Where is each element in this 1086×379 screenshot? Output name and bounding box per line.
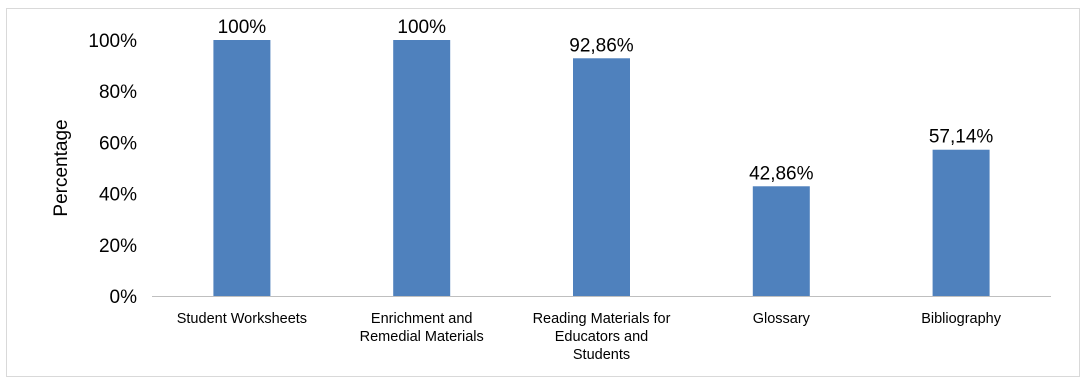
category-labels: Student Worksheets Enrichment and Remedial… <box>177 311 1002 363</box>
category-label: Students <box>573 347 630 363</box>
bar <box>752 186 810 296</box>
data-labels: 100% 100% 92,86% 42,86% 57,14% <box>218 17 994 184</box>
category-label: Bibliography <box>921 311 1002 327</box>
y-tick-label: 60% <box>99 133 137 154</box>
data-label: 100% <box>218 17 267 38</box>
category-label: Remedial Materials <box>360 329 484 345</box>
bar <box>213 40 271 296</box>
data-label: 57,14% <box>929 127 994 148</box>
data-label: 100% <box>397 17 446 38</box>
category-label: Educators and <box>555 329 649 345</box>
category-label: Enrichment and <box>371 311 473 327</box>
y-axis-ticks: 0% 20% 40% 60% 80% 100% <box>88 31 137 308</box>
category-label: Student Worksheets <box>177 311 307 327</box>
y-tick-label: 80% <box>99 82 137 103</box>
y-axis-title-group: Percentage <box>51 119 72 216</box>
bars <box>213 40 990 297</box>
bar <box>573 58 630 297</box>
y-tick-label: 40% <box>99 185 137 206</box>
y-axis-title: Percentage <box>51 119 72 216</box>
y-tick-label: 100% <box>88 31 137 52</box>
bar <box>932 149 990 296</box>
data-label: 42,86% <box>749 163 814 184</box>
y-tick-label: 20% <box>99 236 137 257</box>
category-label: Glossary <box>753 311 811 327</box>
data-label: 92,86% <box>569 35 634 56</box>
bar <box>393 40 451 296</box>
category-label: Reading Materials for <box>533 311 671 327</box>
chart-frame <box>6 8 1080 377</box>
y-tick-label: 0% <box>110 287 138 308</box>
